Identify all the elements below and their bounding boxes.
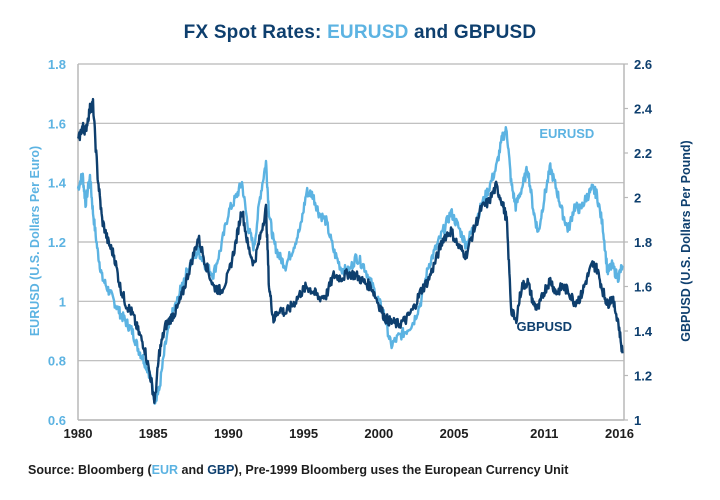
gridlines (78, 63, 624, 421)
y-left-tick-label: 0.6 (48, 413, 66, 428)
y-right-tick-label: 1 (634, 413, 641, 428)
y-right-tick-label: 2.6 (634, 57, 652, 72)
y-axis-right-label: GBPUSD (U.S. Dollars Per Pound) (679, 140, 693, 342)
y-right-tick-label: 2 (634, 191, 641, 206)
x-tick-label: 1990 (214, 426, 243, 441)
y-left-tick-label: 1.4 (48, 176, 67, 191)
source-prefix: Source: Bloomberg ( (28, 463, 152, 477)
series-line-eurusd (76, 125, 624, 405)
y-right-tick-label: 1.6 (634, 280, 652, 295)
title-eurusd: EURUSD (327, 22, 409, 43)
annotation-gbpusd: GBPUSD (516, 319, 572, 334)
x-tick-label: 2011 (530, 426, 558, 441)
y-right-tick-label: 1.2 (634, 369, 652, 384)
x-tick-label: 1985 (139, 426, 168, 441)
y-left-tick-label: 1.2 (48, 235, 66, 250)
y-right-tick-label: 2.2 (634, 146, 652, 161)
y-left-tick-label: 1 (59, 294, 66, 309)
y-left-tick-label: 1.8 (48, 57, 66, 72)
y-right-tick-label: 1.4 (634, 324, 653, 339)
x-tick-label: 2005 (440, 426, 469, 441)
x-tick-label: 1995 (289, 426, 318, 441)
series-lines (76, 97, 624, 405)
source-and: and (178, 463, 208, 477)
x-tick-label: 1980 (64, 426, 93, 441)
y-right-tick-label: 2.4 (634, 102, 653, 117)
tick-labels: 0.6 0.8 1 1.2 1.4 1.6 1.8 1 1.2 1.4 1.6 1.8 2 2.2 2.4 2… (48, 57, 653, 441)
series-line-gbpusd (76, 97, 624, 404)
y-axis-left-label: EURUSD (U.S. Dollars Per Euro) (28, 145, 42, 337)
y-left-tick-label: 0.8 (48, 354, 66, 369)
y-right-tick-label: 1.8 (634, 235, 652, 250)
x-tick-label: 2000 (364, 426, 393, 441)
y-left-tick-label: 1.6 (48, 116, 66, 131)
title-gbpusd: GBPUSD (453, 22, 537, 43)
axes (77, 63, 628, 421)
annotation-eurusd: EURUSD (539, 126, 594, 141)
source-note: Source: Bloomberg (EUR and GBP), Pre-199… (28, 463, 568, 477)
chart-title: FX Spot Rates: EURUSD and GBPUSD (0, 22, 720, 44)
annotations: EURUSD GBPUSD (516, 126, 594, 334)
title-middle: and (408, 22, 454, 43)
source-gbp: GBP (207, 463, 235, 477)
x-tick-label: 2016 (605, 426, 634, 441)
source-eur: EUR (151, 463, 179, 477)
title-prefix: FX Spot Rates: (183, 22, 328, 43)
source-suffix: ), Pre-1999 Bloomberg uses the European … (234, 463, 569, 477)
